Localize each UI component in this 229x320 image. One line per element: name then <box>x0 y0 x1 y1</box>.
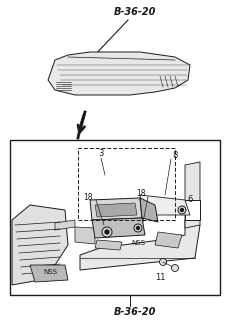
Text: 18: 18 <box>136 188 145 197</box>
Circle shape <box>180 209 183 212</box>
Polygon shape <box>80 220 200 270</box>
Text: NSS: NSS <box>43 269 57 275</box>
Circle shape <box>102 227 112 237</box>
Polygon shape <box>185 200 200 220</box>
Circle shape <box>134 224 142 232</box>
Polygon shape <box>48 52 190 95</box>
Bar <box>78 148 175 220</box>
Polygon shape <box>95 240 122 250</box>
Polygon shape <box>55 220 75 230</box>
Polygon shape <box>185 162 200 228</box>
Polygon shape <box>12 205 68 285</box>
Polygon shape <box>90 198 142 220</box>
Polygon shape <box>92 218 145 238</box>
Text: 11: 11 <box>155 274 166 283</box>
Text: B-36-20: B-36-20 <box>114 307 156 317</box>
Circle shape <box>105 230 109 234</box>
Text: 6: 6 <box>187 196 192 204</box>
Polygon shape <box>30 265 68 282</box>
Circle shape <box>178 206 186 214</box>
Text: NSS: NSS <box>131 240 145 246</box>
Text: 18: 18 <box>83 193 93 202</box>
Polygon shape <box>155 232 182 248</box>
Text: B-36-20: B-36-20 <box>114 7 156 17</box>
Bar <box>10 140 220 295</box>
Circle shape <box>172 265 178 271</box>
Polygon shape <box>140 198 158 222</box>
Polygon shape <box>140 195 190 215</box>
Circle shape <box>160 259 166 266</box>
Polygon shape <box>95 203 137 217</box>
Polygon shape <box>75 227 95 244</box>
Circle shape <box>136 227 139 229</box>
Text: 8: 8 <box>172 150 177 159</box>
Text: 3: 3 <box>98 148 103 157</box>
